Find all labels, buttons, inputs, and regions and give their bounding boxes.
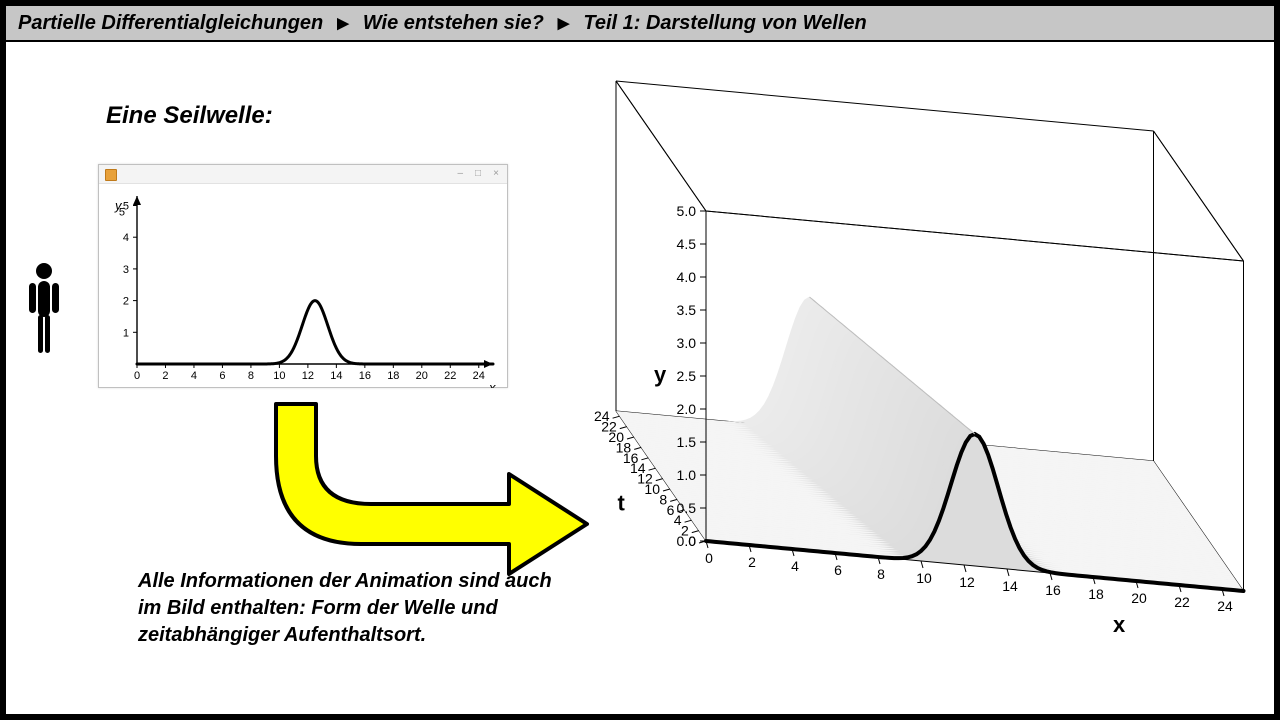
- window-minimize-icon[interactable]: –: [457, 168, 463, 179]
- breadcrumb-sep-icon: ▶: [558, 14, 570, 32]
- breadcrumb-sep-icon: ▶: [337, 14, 349, 32]
- svg-text:y: y: [654, 362, 667, 387]
- svg-text:20: 20: [416, 370, 428, 382]
- svg-text:3.5: 3.5: [677, 302, 697, 318]
- svg-text:10: 10: [273, 370, 285, 382]
- svg-text:4.5: 4.5: [677, 236, 697, 252]
- svg-text:1: 1: [123, 327, 129, 339]
- svg-text:5.0: 5.0: [677, 203, 697, 219]
- svg-text:12: 12: [959, 574, 975, 590]
- svg-text:2: 2: [162, 370, 168, 382]
- svg-text:3: 3: [123, 264, 129, 276]
- svg-text:14: 14: [1002, 578, 1018, 594]
- person-icon: [26, 261, 62, 362]
- svg-text:22: 22: [1174, 594, 1190, 610]
- svg-text:8: 8: [659, 491, 667, 507]
- window-titlebar: – □ ×: [99, 165, 507, 184]
- breadcrumb-item-2: Wie entstehen sie?: [363, 12, 544, 35]
- svg-text:5: 5: [119, 207, 125, 219]
- svg-text:16: 16: [1045, 582, 1061, 598]
- svg-text:18: 18: [387, 370, 399, 382]
- svg-text:24: 24: [473, 370, 485, 382]
- svg-text:10: 10: [916, 570, 932, 586]
- svg-text:0: 0: [688, 533, 696, 549]
- svg-text:4: 4: [191, 370, 197, 382]
- breadcrumb-item-3: Teil 1: Darstellung von Wellen: [583, 12, 866, 35]
- window-app-icon: [105, 169, 117, 181]
- svg-text:2: 2: [748, 554, 756, 570]
- window-maximize-icon[interactable]: □: [475, 168, 481, 179]
- svg-text:24: 24: [1217, 598, 1233, 614]
- breadcrumb-item-1: Partielle Differentialgleichungen: [18, 12, 323, 35]
- svg-text:t: t: [618, 491, 626, 516]
- svg-text:14: 14: [330, 370, 342, 382]
- svg-text:6: 6: [667, 502, 675, 518]
- svg-text:8: 8: [877, 566, 885, 582]
- animation-window: – □ × 02468101214161820222412345xy5: [98, 164, 508, 388]
- svg-text:x: x: [1113, 612, 1126, 637]
- transition-arrow-icon: [261, 396, 591, 576]
- svg-text:18: 18: [1088, 586, 1104, 602]
- svg-text:2: 2: [123, 296, 129, 308]
- svg-text:4.0: 4.0: [677, 269, 697, 285]
- window-close-icon[interactable]: ×: [493, 168, 499, 179]
- explanation-caption: Alle Informationen der Animation sind au…: [138, 568, 558, 649]
- svg-text:2.5: 2.5: [677, 368, 697, 384]
- svg-text:6: 6: [219, 370, 225, 382]
- svg-text:20: 20: [1131, 590, 1147, 606]
- svg-text:0: 0: [134, 370, 140, 382]
- svg-text:x: x: [488, 380, 496, 388]
- svg-text:22: 22: [444, 370, 456, 382]
- svg-text:3.0: 3.0: [677, 335, 697, 351]
- svg-text:6: 6: [834, 562, 842, 578]
- svg-text:12: 12: [302, 370, 314, 382]
- svg-text:24: 24: [594, 408, 610, 424]
- mini-wave-chart: 02468101214161820222412345xy5: [99, 184, 507, 388]
- svg-text:1.0: 1.0: [677, 467, 697, 483]
- svg-text:8: 8: [248, 370, 254, 382]
- section-heading: Eine Seilwelle:: [106, 102, 273, 130]
- svg-text:4: 4: [674, 512, 682, 528]
- slide-frame: Partielle Differentialgleichungen ▶ Wie …: [6, 6, 1274, 714]
- svg-text:1.5: 1.5: [677, 434, 697, 450]
- svg-text:4: 4: [123, 232, 129, 244]
- svg-text:0: 0: [705, 550, 713, 566]
- svg-text:2: 2: [681, 523, 689, 539]
- svg-text:4: 4: [791, 558, 799, 574]
- breadcrumb: Partielle Differentialgleichungen ▶ Wie …: [6, 6, 1274, 42]
- svg-text:16: 16: [359, 370, 371, 382]
- svg-text:2.0: 2.0: [677, 401, 697, 417]
- wave-3d-plot: 0.00.51.01.52.02.53.03.54.04.55.0y024681…: [566, 61, 1276, 696]
